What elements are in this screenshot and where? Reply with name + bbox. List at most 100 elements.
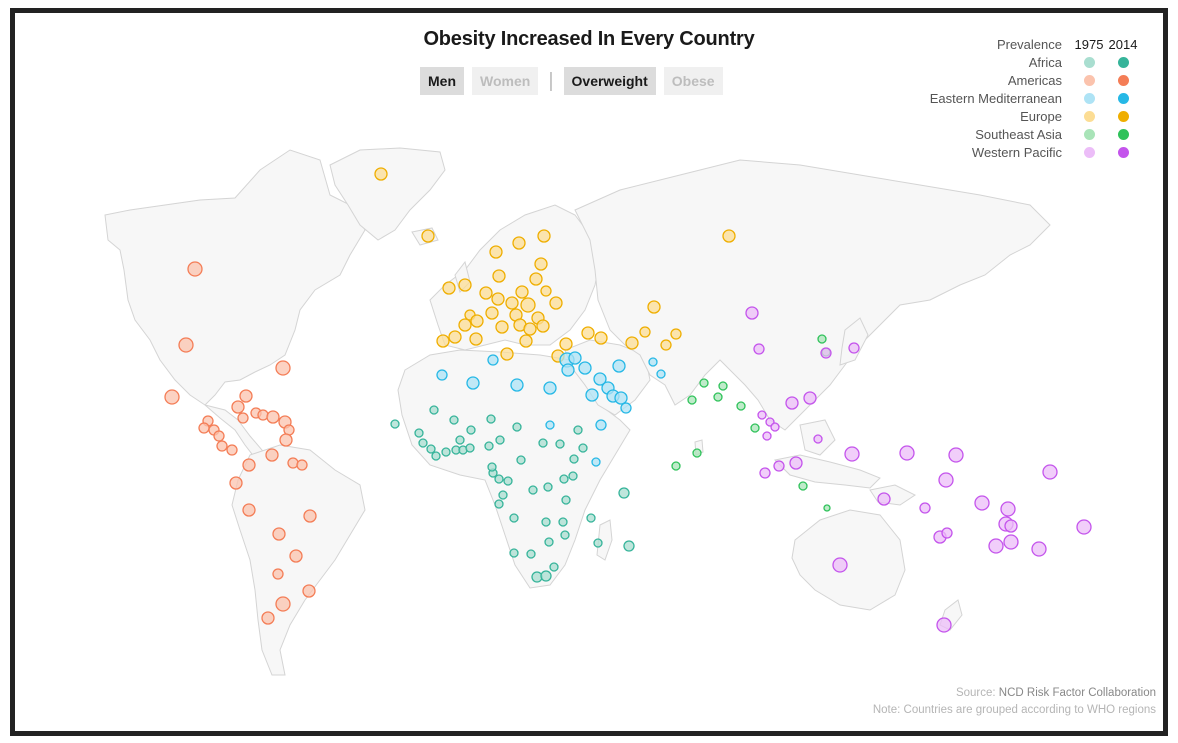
country-marker-africa[interactable]	[449, 415, 459, 425]
country-marker-americas[interactable]	[272, 568, 284, 580]
country-marker-europe[interactable]	[537, 229, 551, 243]
country-marker-europe[interactable]	[442, 281, 456, 295]
country-marker-americas[interactable]	[265, 448, 279, 462]
country-marker-europe[interactable]	[421, 229, 435, 243]
country-marker-americas[interactable]	[229, 476, 243, 490]
country-marker-europe[interactable]	[505, 296, 519, 310]
country-marker-southeast-asia[interactable]	[736, 401, 746, 411]
country-marker-western-pacific[interactable]	[753, 343, 765, 355]
country-marker-western-pacific[interactable]	[1042, 464, 1058, 480]
country-marker-americas[interactable]	[187, 261, 203, 277]
country-marker-americas[interactable]	[213, 430, 225, 442]
country-marker-europe[interactable]	[660, 339, 672, 351]
country-marker-africa[interactable]	[543, 482, 553, 492]
country-marker-europe[interactable]	[625, 336, 639, 350]
country-marker-western-pacific[interactable]	[877, 492, 891, 506]
toggle-obese-button[interactable]: Obese	[663, 67, 723, 95]
country-marker-western-pacific[interactable]	[938, 472, 954, 488]
country-marker-western-pacific[interactable]	[988, 538, 1004, 554]
country-marker-europe[interactable]	[436, 334, 450, 348]
country-marker-americas[interactable]	[287, 457, 299, 469]
country-marker-americas[interactable]	[302, 584, 316, 598]
country-marker-eastern-mediterranean[interactable]	[545, 420, 555, 430]
country-marker-southeast-asia[interactable]	[817, 334, 827, 344]
country-marker-western-pacific[interactable]	[785, 396, 799, 410]
country-marker-western-pacific[interactable]	[1031, 541, 1047, 557]
country-marker-eastern-mediterranean[interactable]	[593, 372, 607, 386]
country-marker-europe[interactable]	[469, 332, 483, 346]
country-marker-europe[interactable]	[489, 245, 503, 259]
country-marker-americas[interactable]	[231, 400, 245, 414]
country-marker-europe[interactable]	[534, 257, 548, 271]
country-marker-western-pacific[interactable]	[832, 557, 848, 573]
country-marker-africa[interactable]	[528, 485, 538, 495]
country-marker-eastern-mediterranean[interactable]	[561, 363, 575, 377]
country-marker-eastern-mediterranean[interactable]	[585, 388, 599, 402]
country-marker-europe[interactable]	[448, 330, 462, 344]
country-marker-africa[interactable]	[414, 428, 424, 438]
country-marker-americas[interactable]	[226, 444, 238, 456]
country-marker-africa[interactable]	[498, 490, 508, 500]
country-marker-americas[interactable]	[216, 440, 228, 452]
country-marker-western-pacific[interactable]	[899, 445, 915, 461]
toggle-men-button[interactable]: Men	[420, 67, 464, 95]
country-marker-africa[interactable]	[441, 447, 451, 457]
country-marker-europe[interactable]	[670, 328, 682, 340]
country-marker-western-pacific[interactable]	[948, 447, 964, 463]
toggle-overweight-button[interactable]: Overweight	[563, 67, 656, 95]
country-marker-americas[interactable]	[257, 409, 269, 421]
country-marker-europe[interactable]	[581, 326, 595, 340]
country-marker-europe[interactable]	[485, 306, 499, 320]
country-marker-africa[interactable]	[495, 435, 505, 445]
country-marker-africa[interactable]	[555, 439, 565, 449]
country-marker-americas[interactable]	[239, 389, 253, 403]
country-marker-western-pacific[interactable]	[1004, 519, 1018, 533]
country-marker-eastern-mediterranean[interactable]	[612, 359, 626, 373]
country-marker-europe[interactable]	[639, 326, 651, 338]
country-marker-eastern-mediterranean[interactable]	[543, 381, 557, 395]
country-marker-africa[interactable]	[593, 538, 603, 548]
country-marker-eastern-mediterranean[interactable]	[510, 378, 524, 392]
country-marker-eastern-mediterranean[interactable]	[436, 369, 448, 381]
country-marker-western-pacific[interactable]	[803, 391, 817, 405]
country-marker-africa[interactable]	[503, 476, 513, 486]
country-marker-africa[interactable]	[544, 537, 554, 547]
country-marker-africa[interactable]	[429, 405, 439, 415]
country-marker-western-pacific[interactable]	[974, 495, 990, 511]
country-marker-americas[interactable]	[261, 611, 275, 625]
country-marker-western-pacific[interactable]	[773, 460, 785, 472]
country-marker-africa[interactable]	[466, 425, 476, 435]
country-marker-europe[interactable]	[594, 331, 608, 345]
country-marker-europe[interactable]	[722, 229, 736, 243]
country-marker-southeast-asia[interactable]	[823, 504, 831, 512]
country-marker-americas[interactable]	[303, 509, 317, 523]
country-marker-western-pacific[interactable]	[789, 456, 803, 470]
country-marker-africa[interactable]	[509, 548, 519, 558]
country-marker-southeast-asia[interactable]	[713, 392, 723, 402]
country-marker-africa[interactable]	[586, 513, 596, 523]
country-marker-western-pacific[interactable]	[762, 431, 772, 441]
country-marker-southeast-asia[interactable]	[750, 423, 760, 433]
country-marker-europe[interactable]	[549, 296, 563, 310]
country-marker-americas[interactable]	[266, 410, 280, 424]
country-marker-western-pacific[interactable]	[745, 306, 759, 320]
country-marker-southeast-asia[interactable]	[699, 378, 709, 388]
country-marker-southeast-asia[interactable]	[671, 461, 681, 471]
country-marker-americas[interactable]	[275, 596, 291, 612]
country-marker-europe[interactable]	[519, 334, 533, 348]
country-marker-africa[interactable]	[541, 517, 551, 527]
country-marker-southeast-asia[interactable]	[692, 448, 702, 458]
country-marker-western-pacific[interactable]	[820, 347, 832, 359]
country-marker-eastern-mediterranean[interactable]	[568, 351, 582, 365]
country-marker-europe[interactable]	[495, 320, 509, 334]
country-marker-africa[interactable]	[623, 540, 635, 552]
country-marker-americas[interactable]	[296, 459, 308, 471]
country-marker-western-pacific[interactable]	[936, 617, 952, 633]
country-marker-europe[interactable]	[458, 318, 472, 332]
country-marker-western-pacific[interactable]	[759, 467, 771, 479]
country-marker-africa[interactable]	[573, 425, 583, 435]
country-marker-europe[interactable]	[492, 269, 506, 283]
country-marker-europe[interactable]	[529, 272, 543, 286]
country-marker-europe[interactable]	[374, 167, 388, 181]
country-marker-americas[interactable]	[272, 527, 286, 541]
